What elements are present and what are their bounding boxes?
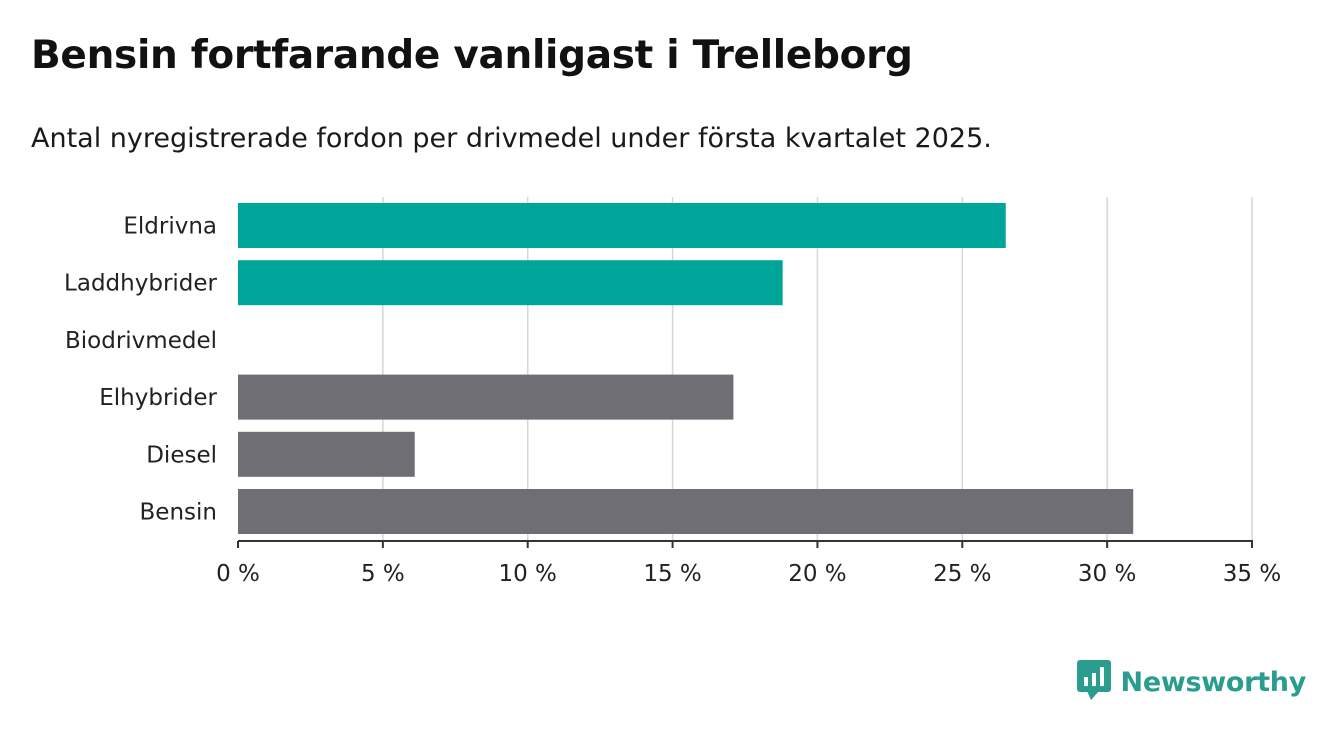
bar-bensin bbox=[238, 489, 1134, 534]
category-label: Eldrivna bbox=[123, 214, 217, 240]
bar-diesel bbox=[238, 431, 415, 477]
bar-eldrivna bbox=[238, 203, 1006, 248]
bars bbox=[238, 203, 1134, 534]
x-tick-label: 5 % bbox=[361, 561, 405, 587]
x-tick-label: 10 % bbox=[498, 561, 556, 587]
x-tick-label: 25 % bbox=[933, 561, 991, 587]
x-tick-label: 20 % bbox=[788, 561, 846, 587]
bar-laddhybrider bbox=[238, 260, 783, 306]
category-labels: Eldrivna Laddhybrider Biodrivmedel Elhybrid… bbox=[64, 214, 217, 526]
x-tick-label: 15 % bbox=[643, 561, 701, 587]
x-tick-label: 30 % bbox=[1078, 561, 1136, 587]
bar-elhybrider bbox=[238, 374, 734, 420]
chart-title: Bensin fortfarande vanligast i Trellebor… bbox=[31, 33, 913, 78]
brand-name: Newsworthy bbox=[1120, 666, 1307, 698]
category-label: Biodrivmedel bbox=[65, 328, 217, 354]
category-label: Diesel bbox=[146, 442, 217, 468]
x-tick-label: 35 % bbox=[1223, 561, 1281, 587]
category-label: Laddhybrider bbox=[64, 271, 217, 297]
bar-chart-speech-bubble-icon bbox=[1076, 660, 1111, 704]
chart-subtitle: Antal nyregistrerade fordon per drivmede… bbox=[31, 123, 992, 154]
category-label: Elhybrider bbox=[99, 385, 217, 411]
x-tick-label: 0 % bbox=[216, 561, 260, 587]
gridlines bbox=[382, 197, 1253, 541]
newsworthy-logo: Newsworthy bbox=[1076, 660, 1307, 704]
x-axis: 0 % 5 % 10 % 15 % 20 % 25 % 30 % 35 % bbox=[216, 540, 1281, 587]
category-label: Bensin bbox=[140, 500, 217, 526]
